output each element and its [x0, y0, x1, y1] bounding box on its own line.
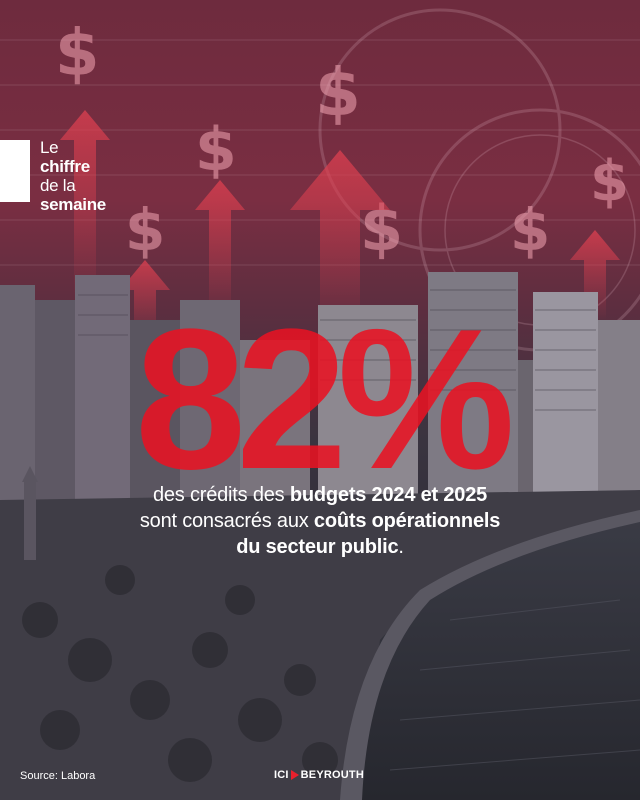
sea: [360, 520, 640, 800]
minaret: [24, 480, 36, 560]
tag-line-3: de la: [40, 176, 76, 195]
caption-text: sont consacrés aux: [139, 510, 314, 532]
svg-text:$: $: [55, 17, 100, 91]
ici-beyrouth-logo[interactable]: ICI BEYROUTH: [274, 769, 364, 781]
caption-text: .: [398, 536, 404, 558]
tag-line-4: semaine: [40, 195, 106, 214]
svg-text:$: $: [590, 149, 629, 214]
play-triangle-icon: [290, 770, 299, 780]
tag-bar: [0, 140, 30, 202]
svg-text:$: $: [125, 196, 165, 264]
source-credit: Source: Labora: [20, 770, 96, 782]
logo-left: ICI: [274, 769, 289, 781]
caption-bold: coûts opérationnels: [313, 510, 501, 532]
waves: [389, 599, 640, 771]
weekly-figure-label: Le chiffre de la semaine: [40, 138, 106, 214]
svg-text:$: $: [510, 196, 550, 264]
building-windows: [78, 289, 596, 411]
caption-text: des crédits des: [152, 484, 290, 506]
logo-right: BEYROUTH: [300, 769, 364, 781]
caption-bold: budgets 2024 et 2025: [289, 484, 488, 506]
headline-figure: 82%: [134, 288, 515, 511]
caption-line-3: du secteur public.: [0, 534, 640, 560]
svg-text:$: $: [315, 54, 361, 131]
corniche-road: [340, 510, 640, 800]
trees: [22, 565, 338, 782]
caption: des crédits des budgets 2024 et 2025 son…: [0, 482, 640, 560]
svg-text:$: $: [195, 115, 237, 185]
caption-line-2: sont consacrés aux coûts opérationnels: [0, 508, 640, 534]
caption-line-1: des crédits des budgets 2024 et 2025: [0, 482, 640, 508]
tag-line-2: chiffre: [40, 157, 90, 176]
caption-bold: du secteur public: [236, 536, 399, 558]
up-arrow-icon: [60, 110, 620, 340]
tag-line-1: Le: [40, 138, 59, 157]
